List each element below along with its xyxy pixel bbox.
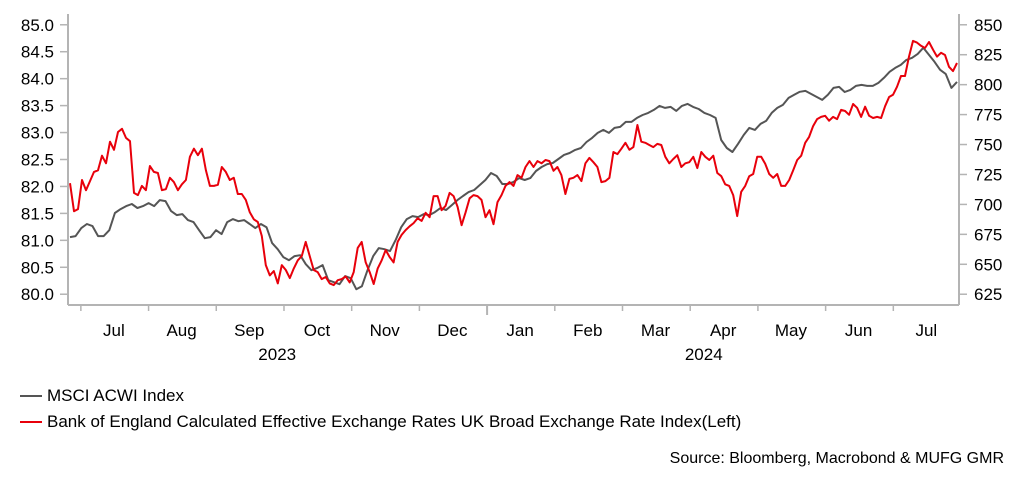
right-tick-label: 800 [974,76,1002,95]
legend-item-boe: Bank of England Calculated Effective Exc… [20,409,741,435]
series-line-msci-acwi [69,46,958,291]
x-tick-label: Jun [845,321,872,340]
legend-label-boe: Bank of England Calculated Effective Exc… [47,412,742,431]
left-tick-label: 82.0 [21,177,54,196]
left-y-axis: 85.0 84.5 84.0 83.5 83.0 82.5 82.0 81.5 81.0 80.5… [21,16,68,304]
left-tick-label: 83.5 [21,97,54,116]
x-tick-label: Aug [166,321,196,340]
right-tick-label: 750 [974,136,1002,155]
left-tick-label: 84.0 [21,70,54,89]
x-tick-label: Jan [506,321,533,340]
left-tick-label: 80.0 [21,285,54,304]
x-tick-label: Nov [370,321,401,340]
x-tick-label: Sep [234,321,264,340]
right-tick-label: 700 [974,195,1002,214]
legend-swatch-msci [20,395,42,397]
x-tick-label: Feb [573,321,602,340]
left-tick-label: 84.5 [21,43,54,62]
x-axis: Jul Aug Sep Oct Nov Dec Jan Feb Mar Apr May Jun Jul 2… [80,305,937,364]
legend-item-msci: MSCI ACWI Index [20,383,741,409]
left-tick-label: 82.5 [21,151,54,170]
right-tick-label: 850 [974,16,1002,35]
x-tick-label: Oct [304,321,331,340]
source-note: Source: Bloomberg, Macrobond & MUFG GMR [669,450,1004,467]
line-chart: 85.0 84.5 84.0 83.5 83.0 82.5 82.0 81.5 81.0 80.5… [21,14,1002,364]
right-tick-label: 725 [974,165,1002,184]
right-y-axis: 850 825 800 775 750 725 700 675 650 625 [959,16,1002,304]
left-tick-label: 83.0 [21,124,54,143]
right-tick-label: 675 [974,225,1002,244]
x-tick-label: Jul [103,321,125,340]
year-label: 2023 [258,345,296,364]
right-tick-label: 825 [974,46,1002,65]
x-tick-label: May [775,321,808,340]
right-tick-label: 650 [974,255,1002,274]
left-tick-label: 81.0 [21,231,54,250]
legend: MSCI ACWI Index Bank of England Calculat… [20,383,741,435]
right-tick-label: 775 [974,106,1002,125]
left-tick-label: 85.0 [21,16,54,35]
legend-label-msci: MSCI ACWI Index [47,386,184,405]
x-tick-label: Jul [915,321,937,340]
left-tick-label: 81.5 [21,204,54,223]
left-tick-label: 80.5 [21,258,54,277]
x-tick-label: Dec [437,321,468,340]
series-lines [69,39,958,291]
year-label: 2024 [685,345,723,364]
axes [67,14,960,306]
right-tick-label: 625 [974,285,1002,304]
x-tick-label: Apr [710,321,737,340]
series-line-boe-eer [69,39,958,287]
legend-swatch-boe [20,421,42,423]
x-tick-label: Mar [641,321,671,340]
